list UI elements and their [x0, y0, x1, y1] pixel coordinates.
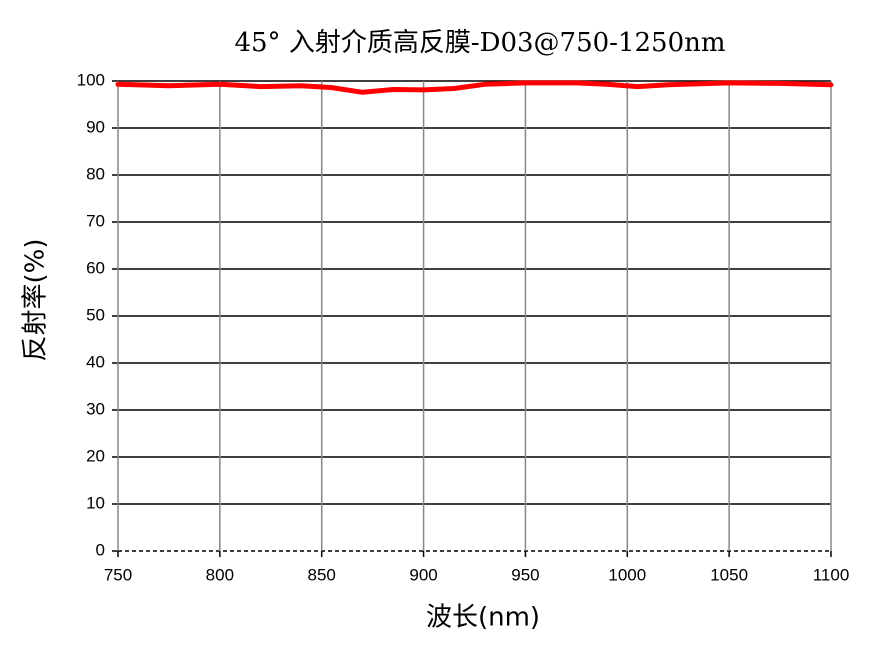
- x-tick-label: 850: [308, 565, 336, 584]
- x-tick-label: 1000: [608, 565, 646, 584]
- chart-title: 45° 入射介质高反膜-D03@750-1250nm: [234, 28, 725, 58]
- y-tick-label: 20: [86, 446, 105, 465]
- y-tick-label: 30: [86, 399, 105, 418]
- x-tick-label: 1050: [710, 565, 748, 584]
- y-tick-label: 50: [86, 305, 105, 324]
- y-axis-label: 反射率(%): [21, 239, 51, 362]
- y-tick-label: 90: [86, 117, 105, 136]
- x-tick-label: 750: [104, 565, 132, 584]
- y-tick-label: 60: [86, 258, 105, 277]
- x-tick-label: 800: [206, 565, 234, 584]
- x-tick-label: 900: [409, 565, 437, 584]
- y-tick-label: 0: [96, 540, 105, 559]
- y-tick-label: 40: [86, 352, 105, 371]
- y-tick-label: 70: [86, 211, 105, 230]
- x-tick-label: 1100: [813, 565, 850, 584]
- data-line: [115, 80, 834, 95]
- y-tick-label: 100: [77, 70, 105, 89]
- y-tick-label: 80: [86, 164, 105, 183]
- y-tick-label: 10: [86, 493, 105, 512]
- x-tick-label: 950: [511, 565, 539, 584]
- x-axis-label: 波长(nm): [426, 603, 540, 633]
